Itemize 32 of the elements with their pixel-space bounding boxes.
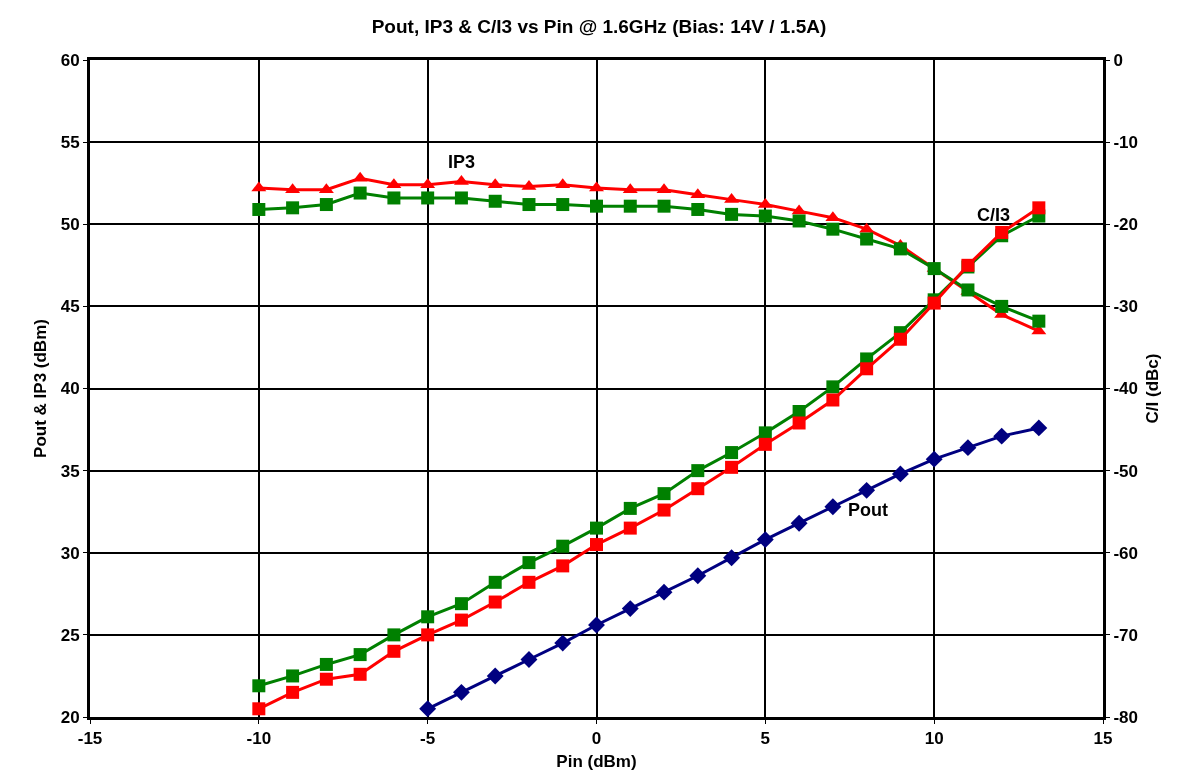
x-tick-label: -10 [246, 729, 272, 749]
y2-tick-label: 0 [1113, 50, 1123, 70]
x-tick-label: -15 [77, 729, 103, 749]
y2-tick-label: -40 [1113, 379, 1138, 399]
x-axis-title: Pin (dBm) [556, 751, 637, 771]
annotation: IP3 [448, 152, 476, 172]
y-tick-label: 45 [60, 297, 80, 317]
y-tick-label: 40 [60, 379, 80, 399]
y2-tick-label: -30 [1113, 297, 1138, 317]
y2-tick-label: -70 [1113, 625, 1138, 645]
y2-tick-label: -80 [1113, 707, 1138, 727]
y2-tick-label: -10 [1113, 133, 1138, 153]
y2-tick-label: -50 [1113, 461, 1138, 481]
x-tick-label: 5 [760, 729, 771, 749]
annotation: C/I3 [977, 205, 1011, 225]
y-tick-label: 30 [60, 543, 80, 563]
x-tick-label: 0 [591, 729, 602, 749]
chart-title: Pout, IP3 & C/I3 vs Pin @ 1.6GHz (Bias: 14V / 1.5A) [371, 15, 827, 37]
y-tick-label: 25 [60, 625, 80, 645]
y-tick-label: 60 [60, 50, 80, 70]
x-tick-label: -5 [420, 729, 436, 749]
y2-tick-label: -60 [1113, 543, 1138, 563]
y-tick-label: 55 [60, 133, 80, 153]
x-tick-label: 15 [1093, 729, 1113, 749]
annotation: Pout [848, 500, 888, 520]
y2-axis-title: C/I (dBc) [1143, 353, 1163, 424]
y-axis-title: Pout & IP3 (dBm) [31, 319, 51, 458]
x-tick-label: 10 [924, 729, 944, 749]
y-tick-label: 50 [60, 215, 80, 235]
y-tick-label: 20 [60, 707, 80, 727]
y2-tick-label: -20 [1113, 215, 1138, 235]
y-tick-label: 35 [60, 461, 80, 481]
